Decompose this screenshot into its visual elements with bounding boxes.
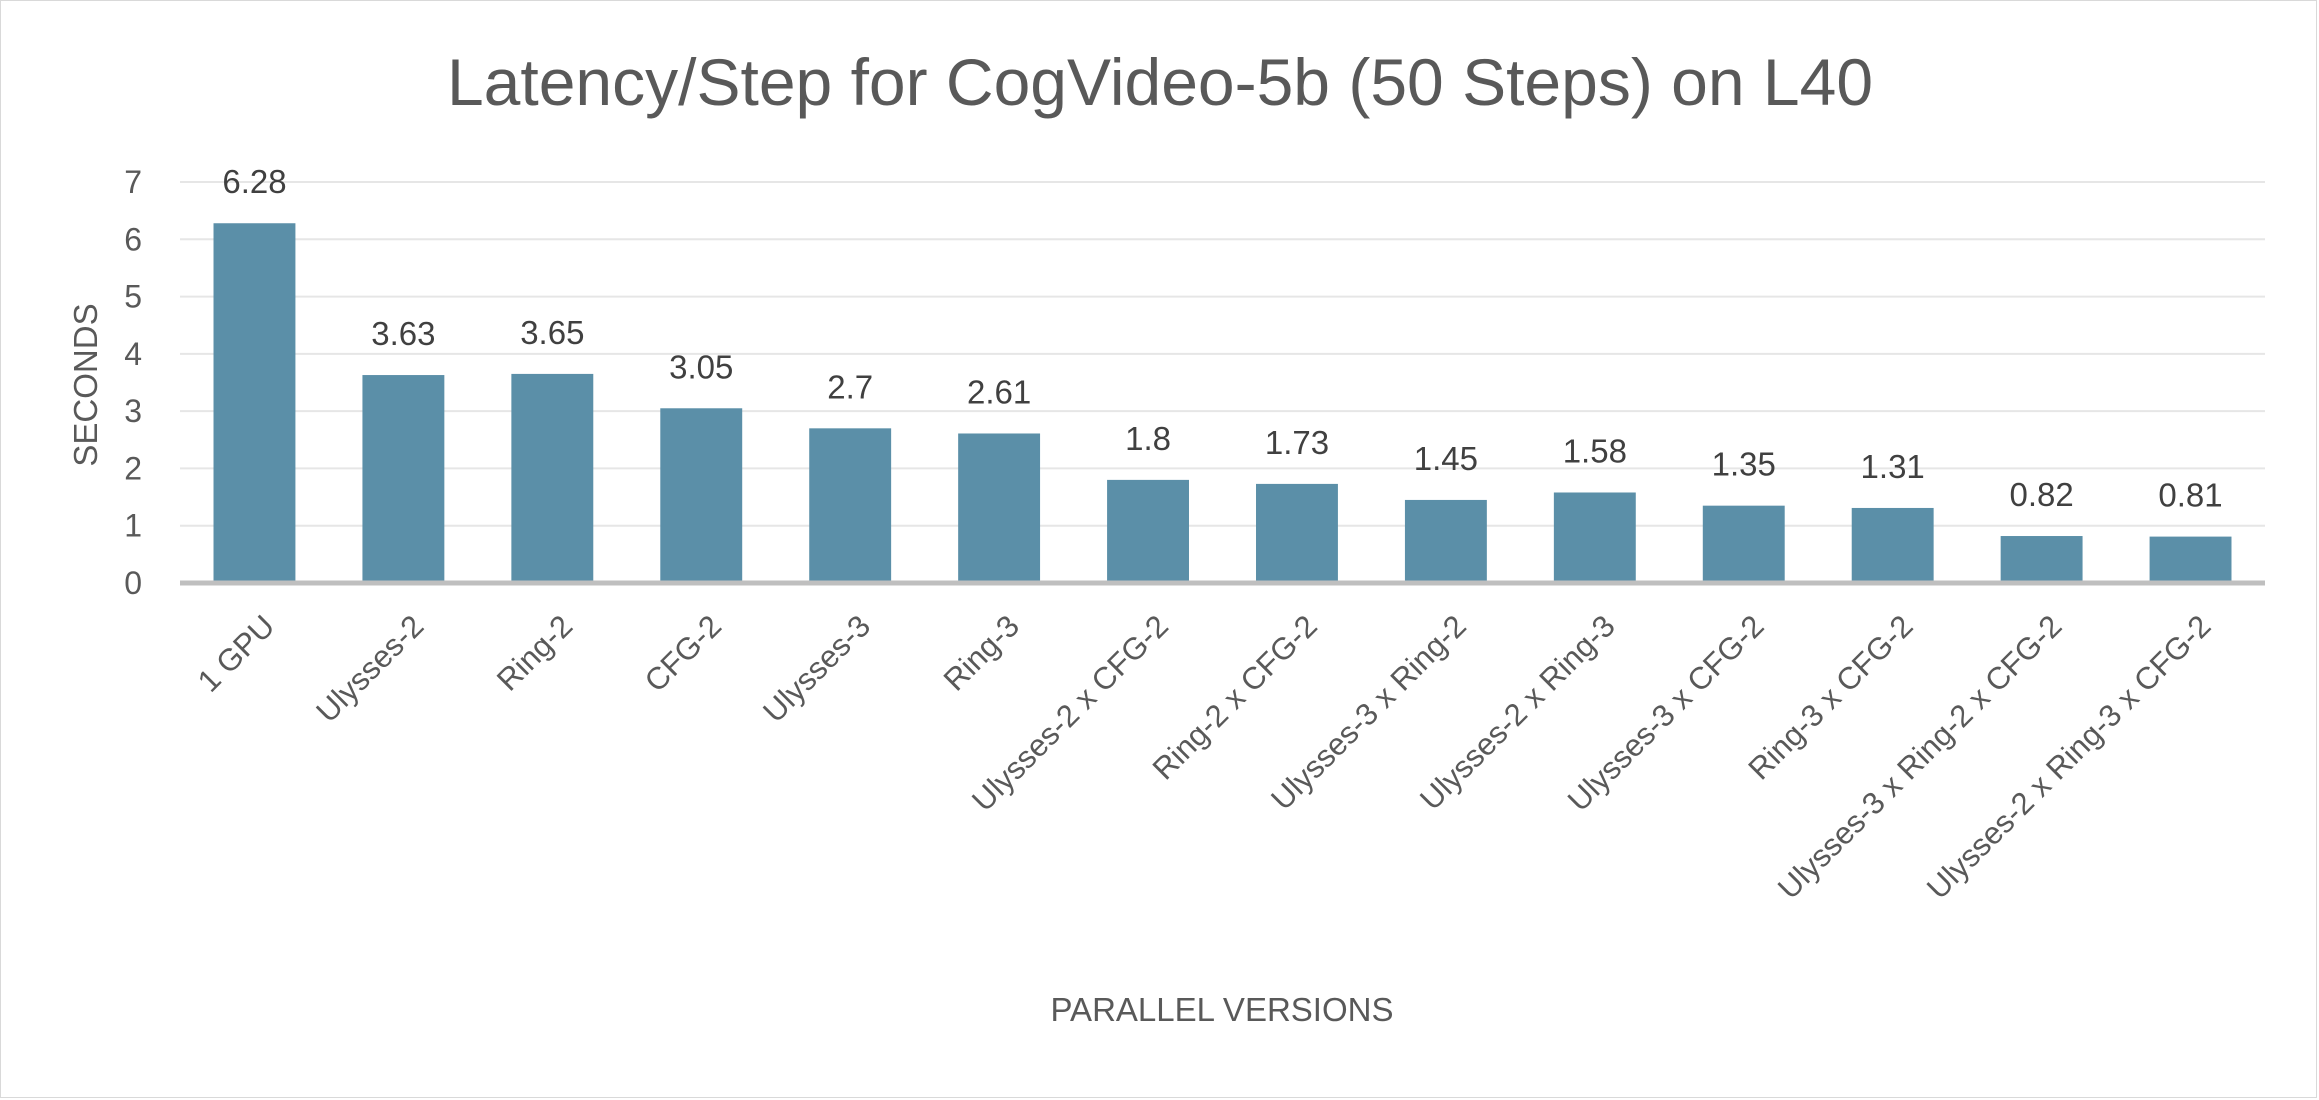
data-label: 6.28 (222, 163, 286, 200)
data-label: 3.05 (669, 348, 733, 385)
bar (2000, 536, 2083, 583)
bar (511, 373, 594, 583)
data-label: 1.45 (1414, 440, 1478, 477)
bar (1702, 505, 1785, 583)
bar (1256, 483, 1338, 583)
x-axis-categories: 1 GPU Ulysses-2 Ring-2 CFG-2 Ulysses-3 Ring-3… (191, 608, 2218, 906)
x-category-label: Ring-3 (937, 608, 1026, 697)
y-tick-label: 7 (124, 164, 142, 200)
chart-title: Latency/Step for CogVideo-5b (50 Steps) … (447, 45, 1873, 119)
y-axis-ticks: 0 1 2 3 4 5 6 7 (124, 164, 142, 601)
data-label: 1.8 (1125, 420, 1171, 457)
y-tick-label: 2 (124, 450, 142, 486)
data-label: 0.81 (2158, 477, 2222, 514)
x-category-label: Ulysses-2 (309, 608, 430, 729)
data-label: 1.35 (1712, 446, 1776, 483)
x-category-label: Ring-2 (490, 608, 579, 697)
data-label: 2.61 (967, 373, 1031, 410)
bars (213, 223, 2232, 583)
data-label: 2.7 (827, 368, 873, 405)
bar (1851, 507, 1934, 583)
data-label: 1.31 (1861, 448, 1925, 485)
bar (1107, 479, 1189, 583)
y-tick-label: 6 (124, 221, 142, 257)
y-tick-label: 4 (124, 336, 142, 372)
bar (809, 428, 892, 583)
bar (213, 223, 296, 583)
bar (660, 408, 743, 583)
y-axis-title: SECONDS (67, 303, 104, 466)
x-category-label: Ulysses-3 (756, 608, 877, 729)
y-tick-label: 3 (124, 393, 142, 429)
data-label: 3.63 (371, 315, 435, 352)
x-category-label: CFG-2 (638, 608, 729, 699)
x-category-label: Ulysses-3 x Ring-2 x CFG-2 (1771, 608, 2069, 906)
x-category-label: 1 GPU (191, 608, 282, 699)
data-label: 1.73 (1265, 424, 1329, 461)
bar (958, 433, 1041, 583)
data-label: 3.65 (520, 314, 584, 351)
bar (1404, 499, 1487, 583)
bar (362, 375, 445, 583)
x-axis-title: PARALLEL VERSIONS (1051, 991, 1394, 1028)
x-category-label: Ulysses-2 x Ring-3 x CFG-2 (1920, 608, 2218, 906)
data-label: 1.58 (1563, 432, 1627, 469)
y-tick-label: 5 (124, 279, 142, 315)
bar (2149, 536, 2232, 583)
y-tick-label: 0 (124, 565, 142, 601)
y-tick-label: 1 (124, 508, 142, 544)
gridlines (180, 181, 2265, 527)
bar (1553, 492, 1636, 583)
data-label: 0.82 (2009, 476, 2073, 513)
data-labels: 6.28 3.63 3.65 3.05 2.7 2.61 1.8 1.73 1.45 1.58 1.… (222, 163, 2222, 513)
